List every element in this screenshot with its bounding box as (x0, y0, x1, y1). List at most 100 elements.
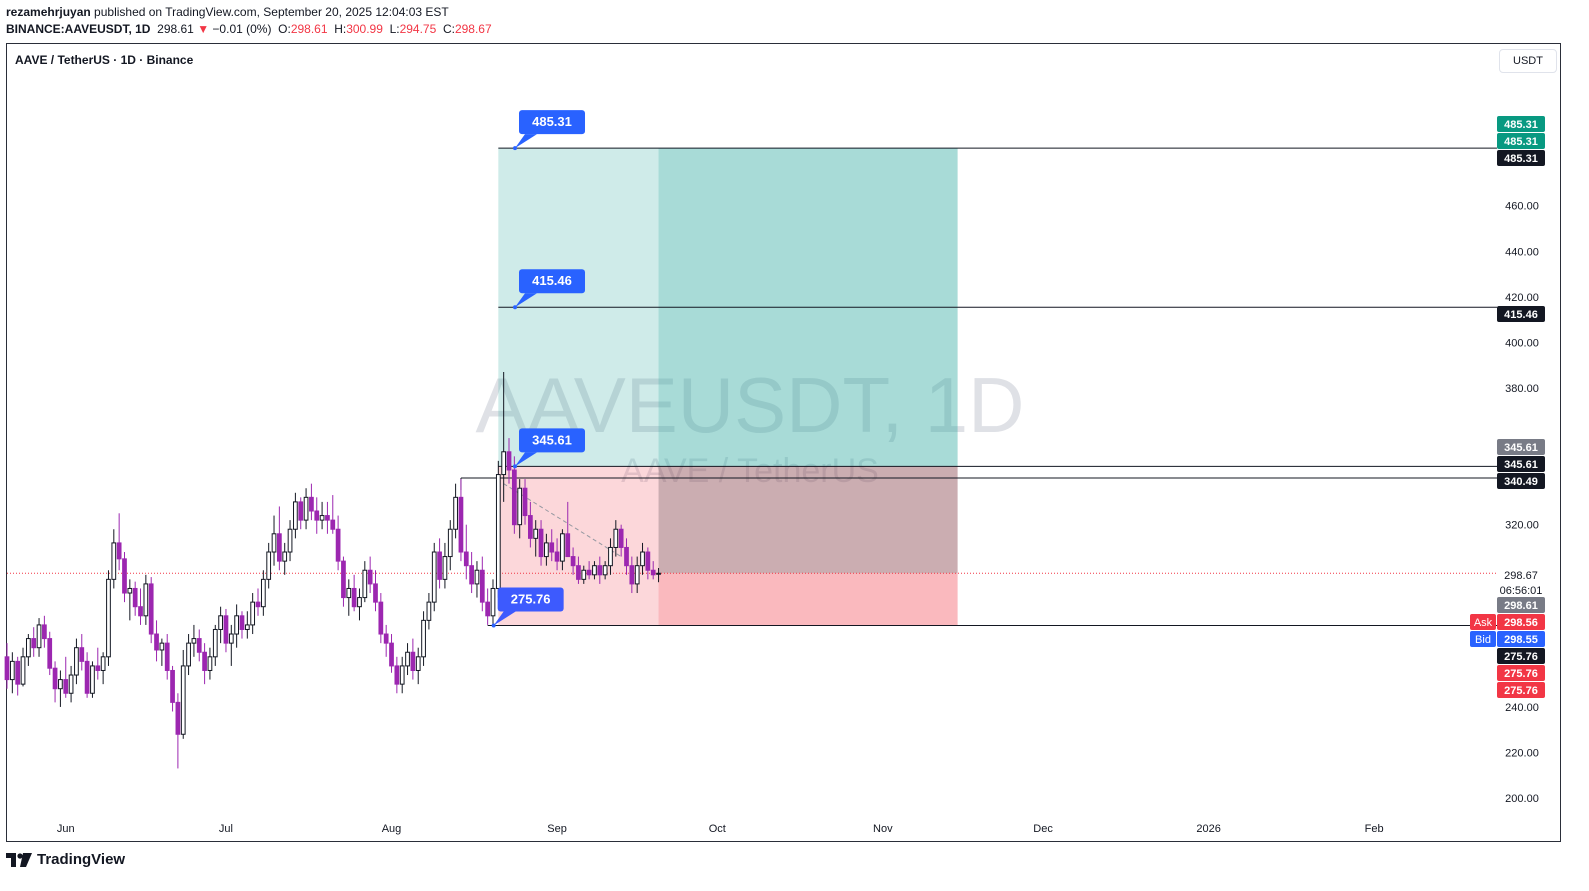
candle-body (298, 501, 304, 521)
price-label-text: 345.61 (532, 432, 572, 447)
open-value: 298.61 (290, 22, 328, 36)
candle (602, 561, 608, 580)
publisher-name[interactable]: rezamehrjuyan (6, 5, 91, 19)
open-label: O: (278, 22, 291, 36)
candle (511, 456, 517, 534)
candle (36, 618, 42, 657)
candle-body (250, 601, 256, 626)
candle-body (389, 642, 394, 667)
axis-badge-bg (1497, 116, 1545, 132)
price-label-anchor (513, 464, 518, 469)
candle-body (495, 474, 501, 589)
axis-badge-345.61: 345.61 (1497, 456, 1545, 472)
candle-body (351, 587, 357, 608)
candle-body (330, 519, 336, 530)
candle-body (127, 587, 133, 594)
candle (373, 570, 378, 612)
candle (186, 634, 191, 676)
candle-body (20, 656, 26, 685)
candle-body (293, 501, 298, 530)
candle (640, 542, 645, 575)
candle (415, 647, 421, 685)
price-label-275.76[interactable]: 275.76 (491, 587, 564, 628)
candle-body (624, 546, 629, 567)
candle (325, 501, 330, 534)
candle-body (239, 615, 245, 630)
candle-body (303, 496, 309, 521)
candle (298, 497, 304, 530)
candle-body (538, 528, 544, 558)
high-value: 300.99 (346, 22, 383, 36)
candle-body (554, 551, 560, 562)
candle-body (154, 633, 159, 651)
candle-body (111, 542, 117, 580)
candle (394, 656, 400, 694)
price-label-485.31[interactable]: 485.31 (513, 110, 586, 151)
ohlc-line: BINANCE:AAVEUSDT, 1D 298.61 ▼ −0.01 (0%)… (6, 22, 492, 36)
candle (52, 661, 58, 703)
candle (506, 438, 512, 484)
currency-button[interactable]: USDT (1499, 49, 1557, 73)
watermark-name: AAVE / TetherUS (621, 452, 879, 490)
candle-body (533, 528, 539, 539)
candle (474, 561, 480, 598)
low-value: 294.75 (399, 22, 437, 36)
candle (68, 665, 74, 703)
axis-badge-06:56:01: 06:56:01 (1500, 585, 1543, 597)
price-label-345.61[interactable]: 345.61 (513, 428, 586, 469)
candle (196, 629, 202, 662)
candle-body (244, 624, 250, 630)
price-label-415.46[interactable]: 415.46 (513, 269, 586, 310)
candle (426, 593, 432, 630)
x-tick-label: Sep (547, 823, 567, 835)
axis-badge-text: 275.76 (1504, 651, 1538, 663)
candle-body (4, 656, 10, 681)
price-label-box (519, 269, 586, 294)
axis-badge-text: 298.61 (1504, 600, 1538, 612)
candle-body (207, 656, 213, 671)
candle-body (191, 638, 197, 644)
axis-badge-bg (1497, 306, 1545, 322)
candle (127, 579, 133, 621)
candle-body (143, 583, 149, 617)
axis-badge-bg (1497, 133, 1545, 149)
tradingview-logo-icon (6, 852, 32, 867)
candle (453, 483, 458, 539)
candle (239, 611, 245, 639)
candle (293, 492, 298, 539)
candle (244, 611, 250, 639)
candle (202, 643, 207, 685)
candle (266, 542, 272, 589)
tradingview-logo[interactable]: TradingView (6, 851, 125, 868)
candle-body (517, 487, 523, 526)
candle (42, 615, 47, 648)
candle (501, 372, 507, 502)
candle (533, 520, 539, 557)
candle (207, 647, 213, 680)
candle (282, 542, 288, 575)
candle (143, 574, 149, 625)
candle-body (175, 701, 181, 735)
candle-body (25, 638, 31, 658)
y-tick-label: 440.00 (1505, 246, 1539, 258)
candle (330, 495, 336, 534)
candle (586, 561, 592, 580)
axis-badge-bg (1497, 665, 1545, 681)
candle-body (586, 569, 592, 576)
candle-body (565, 533, 571, 558)
candle-body (164, 642, 170, 671)
axis-badge-298.67: 298.67 (1504, 570, 1538, 582)
candle-body (474, 569, 480, 585)
axis-badge-tag-bg (1470, 631, 1496, 647)
candle-body (196, 638, 202, 653)
axis-badge-text: 345.61 (1504, 442, 1538, 454)
candle (159, 638, 165, 666)
price-label-anchor (513, 305, 518, 310)
candle-body (645, 551, 651, 571)
candle (549, 529, 555, 562)
candle-body (383, 633, 389, 644)
candle (458, 479, 464, 562)
candle-body (84, 660, 90, 694)
candle (218, 606, 223, 644)
